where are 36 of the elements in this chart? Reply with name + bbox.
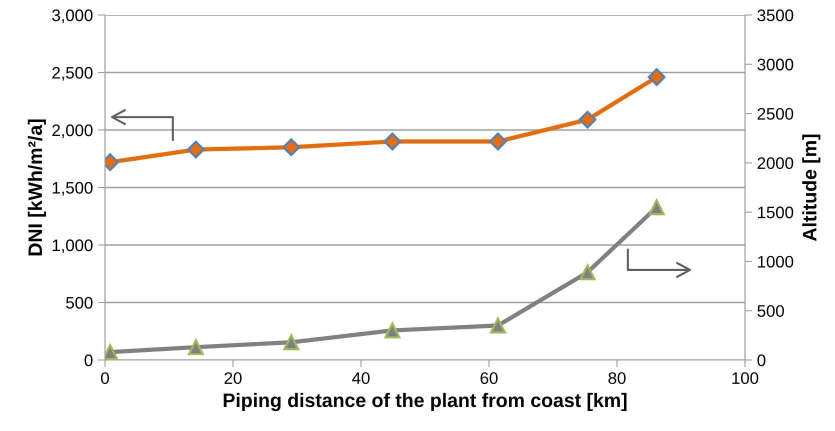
y2-tick-label: 2500 xyxy=(758,108,794,120)
x-tick-label: 80 xyxy=(608,372,626,384)
y2-tick-label: 1500 xyxy=(758,206,794,218)
point xyxy=(282,138,300,156)
point xyxy=(384,322,400,338)
x-tick-label: 40 xyxy=(352,372,370,384)
y-axis-title: DNI [kWh/m²/a] xyxy=(28,119,46,256)
y2-tick-label: 3500 xyxy=(757,9,794,22)
point xyxy=(580,264,596,280)
point xyxy=(188,339,204,356)
y2-axis-title: Altitude [m] xyxy=(802,134,820,242)
point xyxy=(383,132,402,150)
x-axis-title: Piping distance of the plant from coast [km] xyxy=(224,392,626,412)
y2-tick-label: 2000 xyxy=(758,157,794,170)
point xyxy=(186,140,205,158)
y-tick-label: 1,500 xyxy=(52,182,93,196)
x-tick-label: 100 xyxy=(732,372,758,384)
y-tick-label: 0 xyxy=(84,354,93,366)
point xyxy=(648,199,665,216)
point xyxy=(283,334,300,350)
y2-tick-label: 500 xyxy=(757,305,784,317)
point xyxy=(489,132,507,150)
point xyxy=(490,318,506,334)
x-tick-label: 0 xyxy=(101,372,109,384)
x-tick-label: 60 xyxy=(480,372,498,384)
y-tick-label: 2,000 xyxy=(52,124,93,138)
point xyxy=(578,110,596,129)
y-tick-label: 500 xyxy=(66,296,93,309)
y2-tick-label: 3000 xyxy=(757,58,794,70)
y-tick-label: 1,000 xyxy=(52,239,93,254)
y2-tick-label: 0 xyxy=(757,354,766,366)
point xyxy=(648,68,666,86)
x-tick-label: 20 xyxy=(224,372,242,384)
y-tick-label: 3,000 xyxy=(52,9,93,24)
y-tick-label: 2,500 xyxy=(52,66,93,81)
y2-tick-label: 1000 xyxy=(758,256,794,268)
